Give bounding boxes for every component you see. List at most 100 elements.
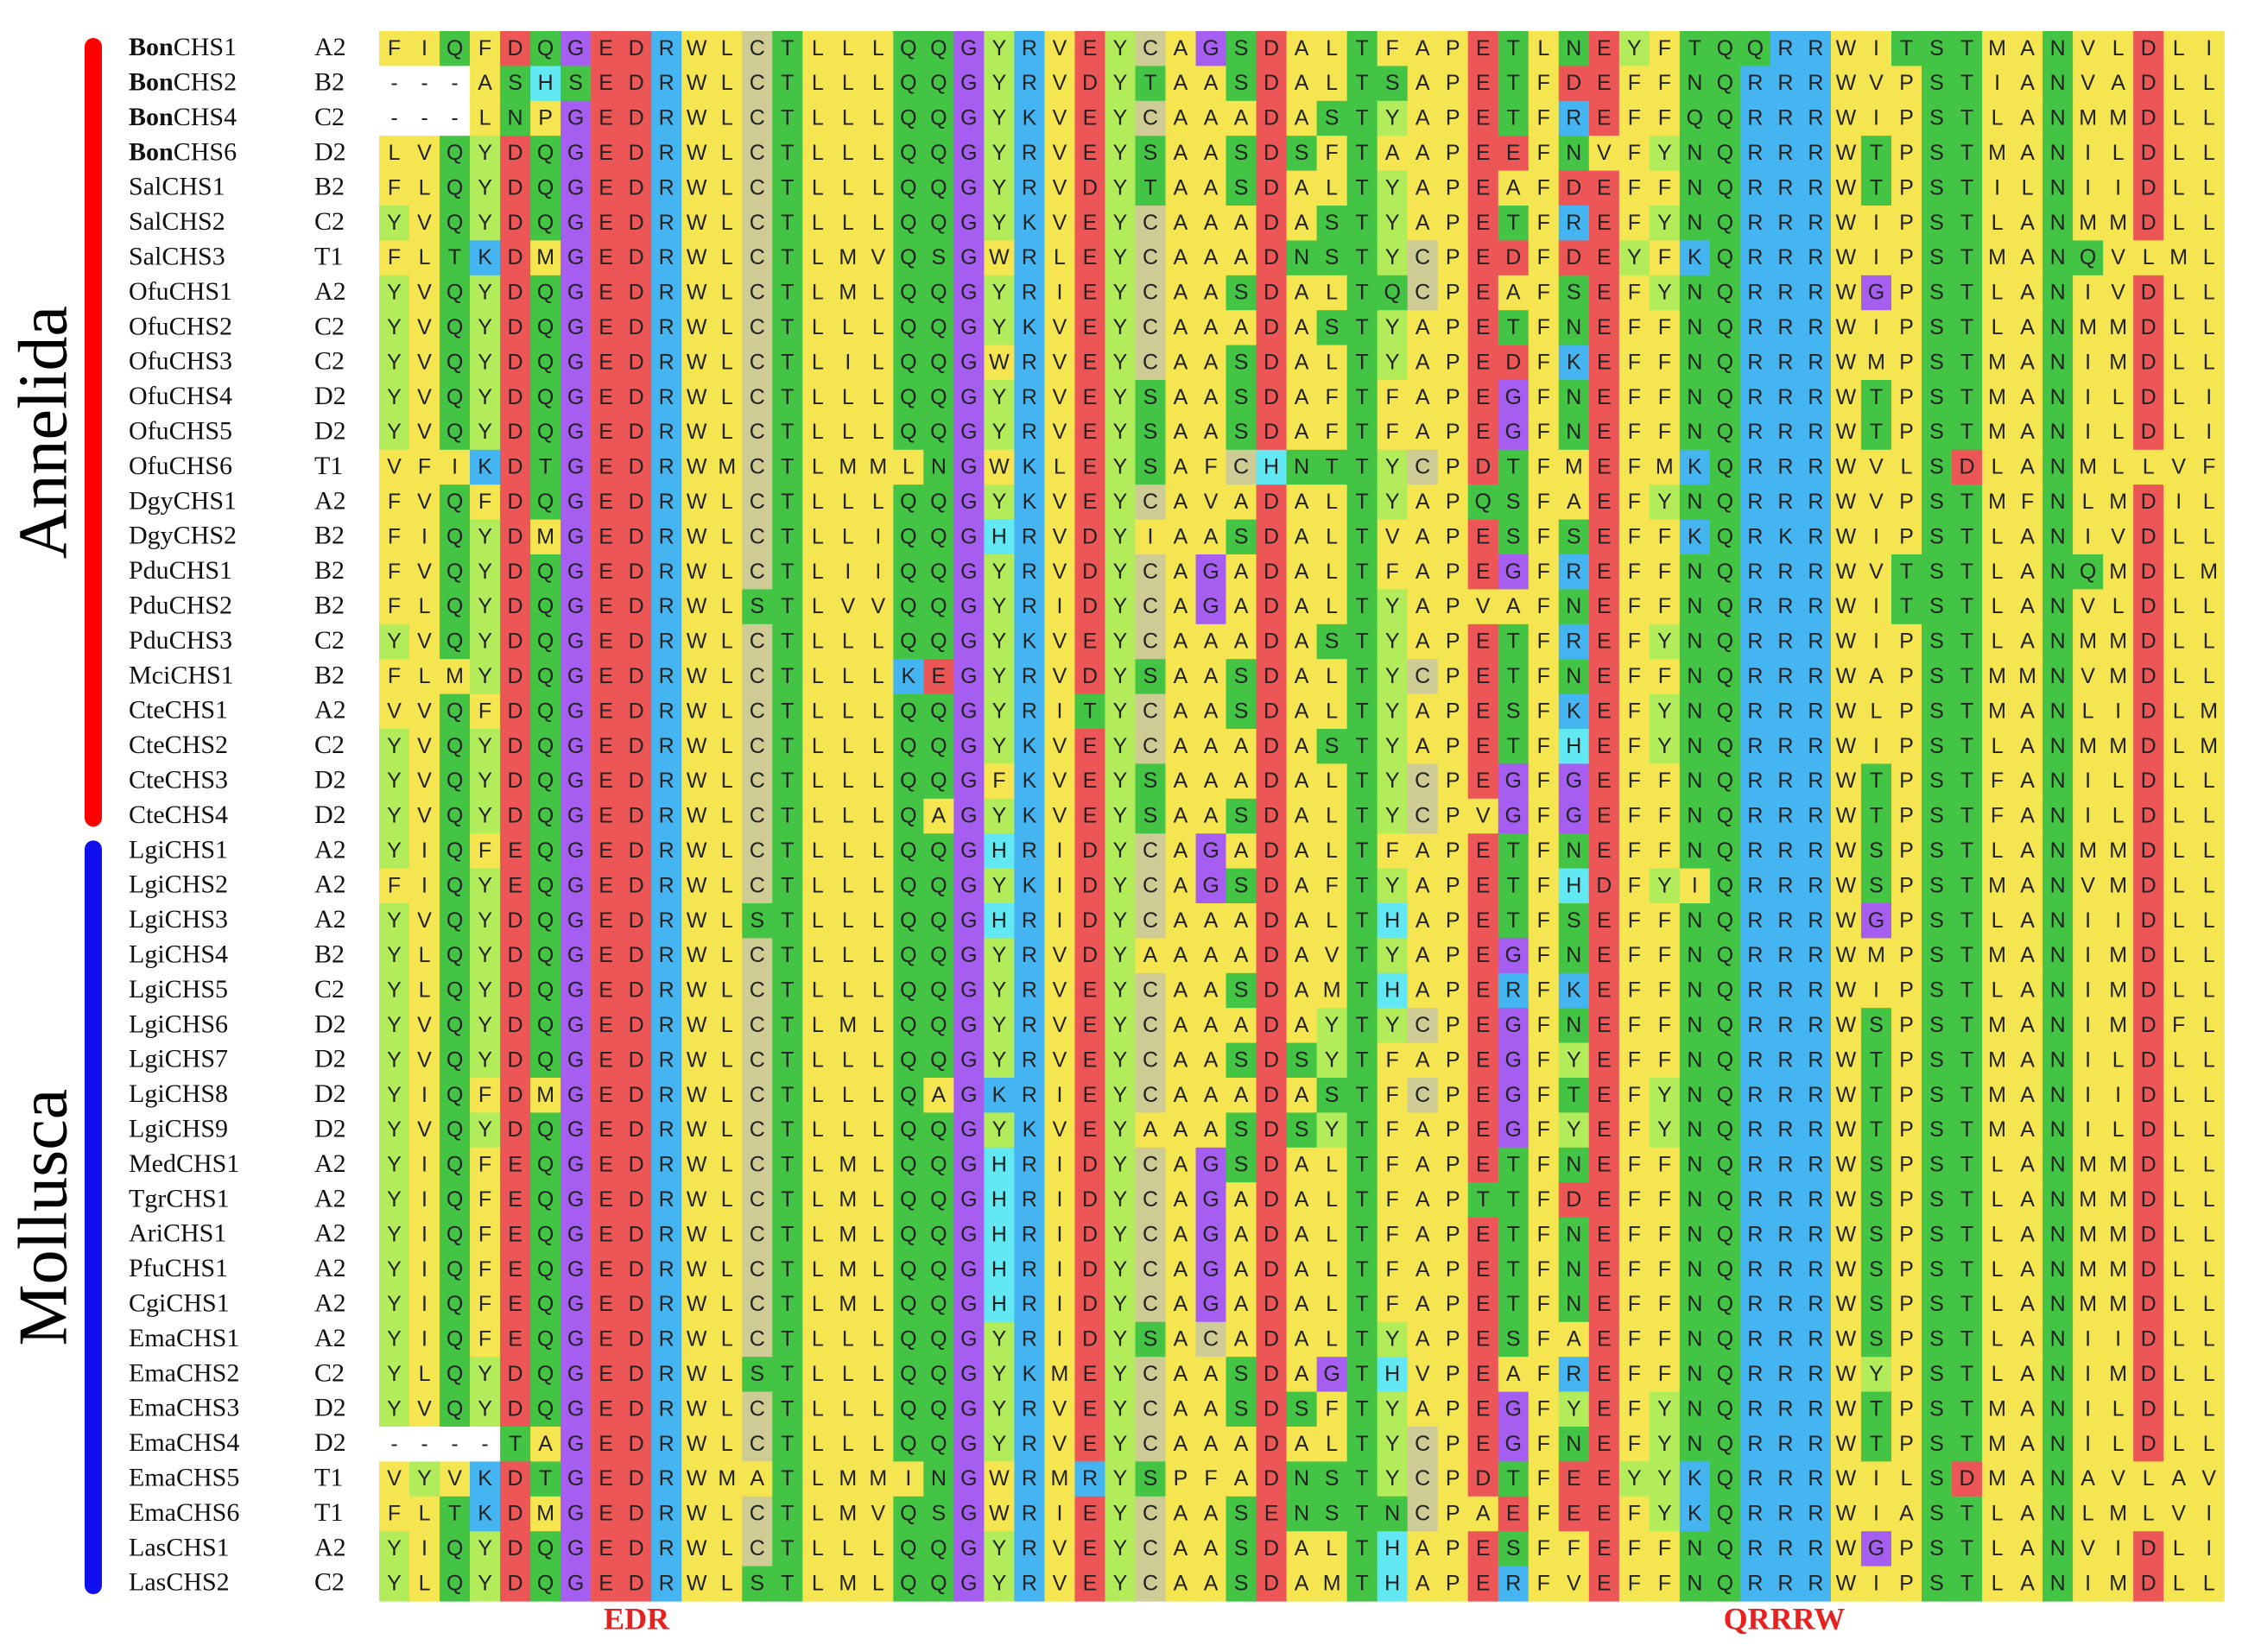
residue: P <box>1446 1153 1460 1177</box>
residue: E <box>508 839 522 863</box>
residue: A <box>2020 978 2035 1003</box>
residue-cell <box>1044 345 1076 381</box>
residue-cell <box>833 310 864 346</box>
residue: S <box>1295 1396 1309 1421</box>
residue: A <box>1174 315 1188 339</box>
residue: S <box>1929 420 1944 444</box>
residue-cell <box>2163 170 2194 206</box>
residue-cell <box>1437 380 1469 415</box>
residue: R <box>1777 908 1793 933</box>
residue-cell <box>1800 345 1832 381</box>
residue: T <box>1960 734 1973 758</box>
residue: M <box>2109 943 2127 967</box>
residue: N <box>1687 385 1702 409</box>
residue-cell <box>742 345 773 381</box>
residue: G <box>567 1187 584 1212</box>
residue: A <box>1174 211 1188 235</box>
residue: D <box>1082 908 1098 933</box>
residue: L <box>721 978 733 1003</box>
residue: L <box>2173 594 2185 618</box>
residue-cell <box>1588 310 1620 346</box>
residue: Y <box>1385 350 1400 374</box>
residue: W <box>1836 908 1857 933</box>
residue: Y <box>1657 490 1672 514</box>
residue: D <box>2141 978 2156 1003</box>
residue: Y <box>1657 1396 1672 1421</box>
residue-cell <box>2042 170 2074 206</box>
residue: Q <box>1717 350 1733 374</box>
residue: L <box>2173 211 2185 235</box>
residue: Y <box>478 908 492 933</box>
residue-cell <box>2103 31 2134 66</box>
residue: W <box>687 71 707 95</box>
residue: E <box>598 1362 613 1386</box>
residue: S <box>1929 699 1944 723</box>
residue: K <box>1567 699 1581 723</box>
residue: T <box>781 1292 794 1316</box>
residue-cell <box>923 380 954 415</box>
residue: Q <box>1717 1187 1733 1212</box>
residue-cell <box>1739 240 1771 276</box>
residue: L <box>842 943 854 967</box>
residue: M <box>1988 420 2006 444</box>
residue: Y <box>478 211 492 235</box>
residue-cell <box>681 345 712 381</box>
sequence-code: D2 <box>314 1079 346 1108</box>
residue: N <box>931 455 947 479</box>
residue: T <box>1960 1013 1973 1037</box>
residue: Q <box>446 1153 463 1177</box>
residue: S <box>1234 71 1249 95</box>
residue: E <box>1083 734 1098 758</box>
residue: D <box>2141 106 2156 130</box>
residue: Q <box>537 281 554 305</box>
residue: C <box>750 978 765 1003</box>
residue-cell <box>1830 100 1862 136</box>
residue: E <box>1597 630 1612 654</box>
residue: H <box>1384 978 1400 1003</box>
residue-cell <box>1165 170 1197 206</box>
residue: R <box>659 804 674 828</box>
residue: Y <box>387 1117 402 1142</box>
residue: S <box>1929 1013 1944 1037</box>
residue: P <box>1899 1153 1914 1177</box>
residue-cell <box>1830 240 1862 276</box>
residue: V <box>417 315 432 339</box>
residue-cell <box>1286 310 1318 346</box>
residue: E <box>1597 594 1612 618</box>
residue: V <box>387 699 402 723</box>
residue: Y <box>992 315 1007 339</box>
residue: A <box>2020 524 2035 548</box>
residue: R <box>1747 524 1763 548</box>
residue: G <box>567 873 584 897</box>
residue-cell <box>1256 170 1288 206</box>
residue: F <box>478 36 491 60</box>
residue: L <box>721 1013 733 1037</box>
residue: L <box>1326 908 1338 933</box>
residue: R <box>659 315 674 339</box>
residue: E <box>598 839 613 863</box>
residue: F <box>1537 245 1550 269</box>
residue: R <box>659 175 674 199</box>
residue: W <box>687 873 707 897</box>
residue: T <box>1356 943 1369 967</box>
residue: D <box>1566 71 1581 95</box>
residue: F <box>1537 1222 1550 1246</box>
residue: A <box>1174 1117 1188 1142</box>
residue: G <box>960 664 977 688</box>
residue: A <box>1385 141 1400 165</box>
residue: Y <box>1385 699 1400 723</box>
residue-cell <box>1074 310 1106 346</box>
residue: P <box>1446 175 1460 199</box>
residue-cell <box>409 100 440 136</box>
residue: Y <box>387 211 402 235</box>
residue: E <box>1597 245 1612 269</box>
residue: R <box>1808 281 1823 305</box>
residue: Q <box>1717 560 1733 584</box>
residue: S <box>1143 664 1158 688</box>
residue: D <box>1264 908 1279 933</box>
residue: I <box>1692 873 1698 897</box>
residue: F <box>1537 175 1550 199</box>
residue: L <box>2173 839 2185 863</box>
residue: L <box>2203 245 2215 269</box>
residue-cell <box>772 31 803 66</box>
